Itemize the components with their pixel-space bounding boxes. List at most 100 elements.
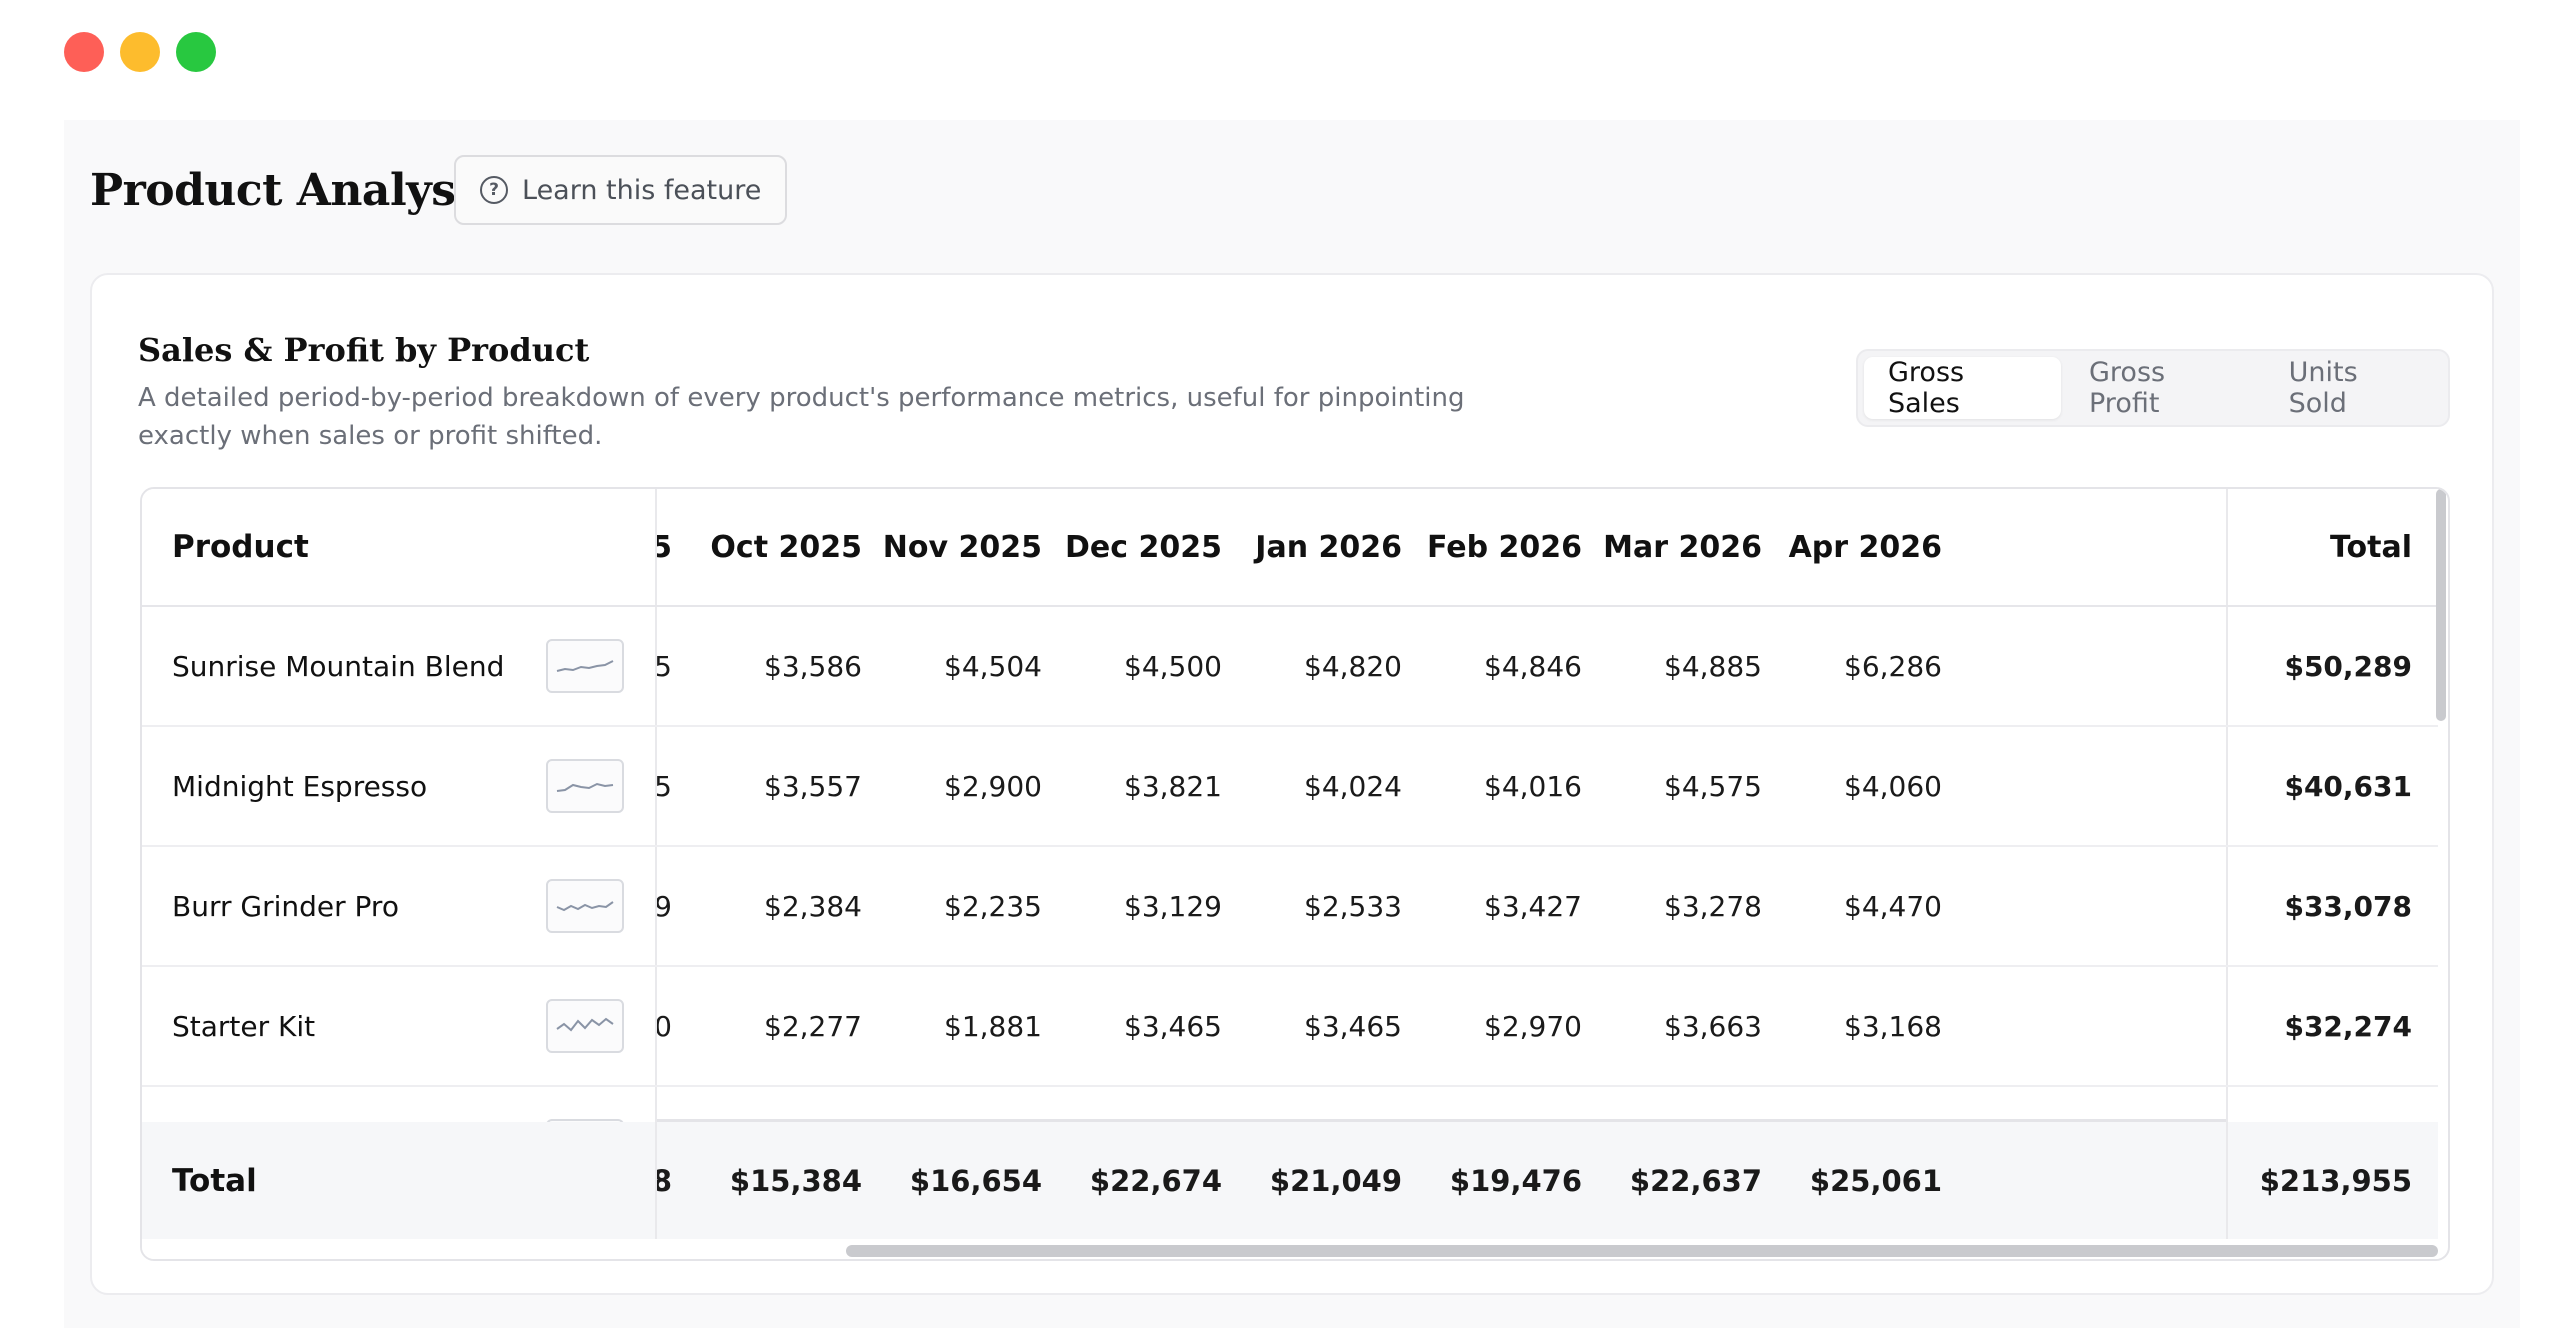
- sticky-total-cell: [2226, 1087, 2438, 1127]
- sticky-total-cell: $32,274: [2226, 967, 2438, 1085]
- product-name: Sunrise Mountain Blend: [172, 649, 505, 683]
- row-total: $40,631: [2284, 769, 2412, 803]
- sparkline-icon: [556, 901, 614, 912]
- table-cell: $4,060: [1844, 769, 1942, 803]
- table-cell: $2,533: [1304, 889, 1402, 923]
- tab-gross-sales[interactable]: Gross Sales: [1864, 357, 2061, 419]
- table-cell: $4,820: [1304, 649, 1402, 683]
- table-cell: $4,024: [1304, 769, 1402, 803]
- table-cell: $3,168: [1844, 1009, 1942, 1043]
- grand-total: $213,955: [2259, 1163, 2412, 1198]
- sparkline-button[interactable]: [546, 759, 624, 813]
- vertical-scrollbar[interactable]: [2436, 489, 2446, 721]
- total-cell: $21,049: [1269, 1163, 1402, 1198]
- sparkline-button[interactable]: [546, 879, 624, 933]
- table-row[interactable]: Starter Kit 70 $2,277 $1,881 $3,465 $3,4…: [142, 967, 2438, 1087]
- table-cell: $3,557: [764, 769, 862, 803]
- row-total: $33,078: [2284, 889, 2412, 923]
- learn-feature-label: Learn this feature: [522, 174, 762, 206]
- table-cell: $3,278: [1664, 889, 1762, 923]
- sticky-total-column: Total: [2226, 489, 2438, 605]
- window-controls: [64, 32, 216, 72]
- close-window-button[interactable]: [64, 32, 104, 72]
- column-header[interactable]: Feb 2026: [1426, 529, 1582, 565]
- app-content: Product Analysis ? Learn this feature Sa…: [64, 120, 2520, 1328]
- sticky-name-cell: Total: [142, 1122, 657, 1239]
- table-cell: $2,900: [944, 769, 1042, 803]
- card-title: Sales & Profit by Product: [138, 331, 590, 369]
- total-cell: $22,674: [1089, 1163, 1222, 1198]
- table-total-row: Total 98 $15,384 $16,654 $22,674 $21,049…: [142, 1119, 2438, 1239]
- card-description: A detailed period-by-period breakdown of…: [138, 383, 1465, 451]
- column-header[interactable]: Nov 2025: [882, 529, 1042, 565]
- table-cell: $3,663: [1664, 1009, 1762, 1043]
- table-cell: $3,821: [1124, 769, 1222, 803]
- sticky-total-cell: $40,631: [2226, 727, 2438, 845]
- table-cell: $4,846: [1484, 649, 1582, 683]
- sticky-total-cell: $33,078: [2226, 847, 2438, 965]
- sticky-name-column: Product: [142, 489, 657, 605]
- product-name: Midnight Espresso: [172, 769, 428, 803]
- column-header-total[interactable]: Total: [2330, 529, 2412, 565]
- table-cell: $4,885: [1664, 649, 1762, 683]
- table-cell: $3,129: [1124, 889, 1222, 923]
- total-cell: $22,637: [1629, 1163, 1762, 1198]
- product-table[interactable]: Product 25 Oct 2025 Nov 2025 Dec 2025 Ja…: [140, 487, 2450, 1261]
- sparkline-button[interactable]: [546, 639, 624, 693]
- sticky-name-cell: Midnight Espresso: [142, 727, 657, 845]
- table-header-row: Product 25 Oct 2025 Nov 2025 Dec 2025 Ja…: [142, 489, 2438, 607]
- column-header[interactable]: Dec 2025: [1065, 529, 1222, 565]
- sparkline-icon: [556, 1017, 614, 1032]
- total-label: Total: [172, 1162, 257, 1199]
- column-header-product[interactable]: Product: [172, 529, 309, 565]
- row-total: $50,289: [2284, 649, 2412, 683]
- table-row[interactable]: Sunrise Mountain Blend 35 $3,586 $4,504 …: [142, 607, 2438, 727]
- sticky-name-cell: Starter Kit: [142, 967, 657, 1085]
- total-cell: $16,654: [909, 1163, 1042, 1198]
- table-cell: $2,970: [1484, 1009, 1582, 1043]
- table-cell: $2,235: [944, 889, 1042, 923]
- sparkline-icon: [556, 660, 614, 672]
- sparkline-button[interactable]: [546, 999, 624, 1053]
- column-header[interactable]: Jan 2026: [1255, 529, 1402, 565]
- product-name: Starter Kit: [172, 1009, 316, 1043]
- maximize-window-button[interactable]: [176, 32, 216, 72]
- table-cell: $3,427: [1484, 889, 1582, 923]
- table-row[interactable]: Burr Grinder Pro 29 $2,384 $2,235 $3,129…: [142, 847, 2438, 967]
- tab-units-sold[interactable]: Units Sold: [2288, 357, 2358, 419]
- product-name: Burr Grinder Pro: [172, 889, 399, 923]
- horizontal-scrollbar[interactable]: [846, 1245, 2438, 1257]
- table-cell: $4,016: [1484, 769, 1582, 803]
- column-header[interactable]: Mar 2026: [1603, 529, 1762, 565]
- table-cell: $2,277: [764, 1009, 862, 1043]
- total-cell: $19,476: [1449, 1163, 1582, 1198]
- table-cell: $2,384: [764, 889, 862, 923]
- total-cell: $25,061: [1809, 1163, 1942, 1198]
- table-cell: $4,470: [1844, 889, 1942, 923]
- table-cell: $3,465: [1124, 1009, 1222, 1043]
- metric-tabs: Gross Sales Gross Profit Units Sold: [1856, 349, 2450, 427]
- sticky-name-cell: Burr Grinder Pro: [142, 847, 657, 965]
- page-title: Product Analysis: [90, 165, 496, 216]
- table-cell: $4,575: [1664, 769, 1762, 803]
- sticky-total-cell: $50,289: [2226, 607, 2438, 725]
- column-header[interactable]: Oct 2025: [710, 529, 862, 565]
- sticky-name-cell: Sunrise Mountain Blend: [142, 607, 657, 725]
- total-cell: $15,384: [729, 1163, 862, 1198]
- sticky-total-cell: $213,955: [2226, 1122, 2438, 1239]
- table-cell: $6,286: [1844, 649, 1942, 683]
- table-cell: $4,500: [1124, 649, 1222, 683]
- sales-profit-card: Sales & Profit by Product A detailed per…: [90, 273, 2494, 1295]
- sticky-name-cell: [142, 1087, 657, 1149]
- sparkline-icon: [556, 782, 614, 792]
- table-cell: $4,504: [944, 649, 1042, 683]
- row-total: $32,274: [2284, 1009, 2412, 1043]
- table-row[interactable]: Midnight Espresso )5 $3,557 $2,900 $3,82…: [142, 727, 2438, 847]
- learn-feature-button[interactable]: ? Learn this feature: [454, 155, 788, 225]
- column-header[interactable]: Apr 2026: [1788, 529, 1942, 565]
- minimize-window-button[interactable]: [120, 32, 160, 72]
- help-circle-icon: ?: [480, 176, 508, 204]
- table-cell: $3,465: [1304, 1009, 1402, 1043]
- table-cell: $1,881: [944, 1009, 1042, 1043]
- tab-gross-profit[interactable]: Gross Profit: [2089, 357, 2166, 419]
